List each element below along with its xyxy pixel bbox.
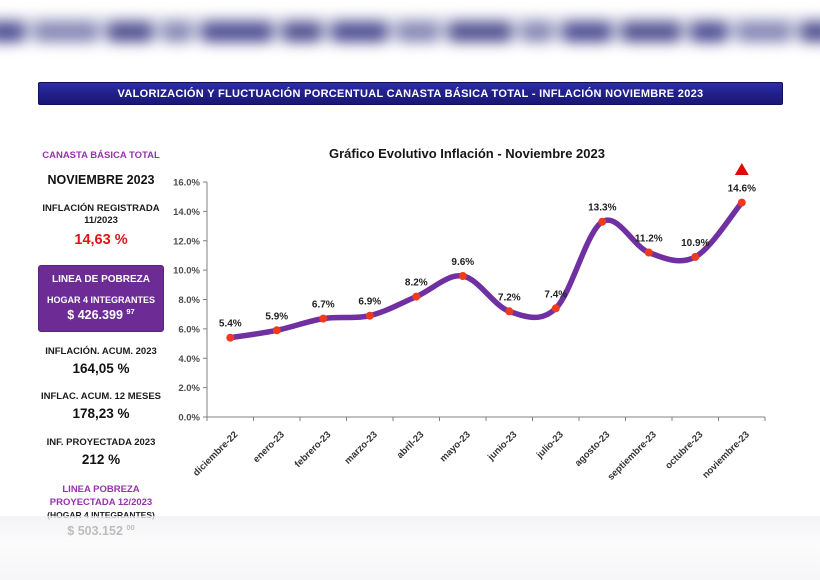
acum-2023-value: 164,05 % — [72, 360, 130, 376]
svg-text:13.3%: 13.3% — [588, 203, 616, 214]
svg-text:agosto-23: agosto-23 — [573, 429, 613, 469]
poverty-line-amount-cents: 97 — [126, 307, 135, 316]
svg-text:septiembre-23: septiembre-23 — [606, 429, 659, 482]
poverty-projected-label: LINEA POBREZA PROYECTADA 12/2023 — [49, 483, 153, 509]
svg-text:7.4%: 7.4% — [544, 289, 567, 300]
inflation-line-chart: 0.0% 2.0% 4.0% 6.0% 8.0% 10.0% 12.0% 14.0% 16.0%… — [173, 163, 766, 483]
svg-text:noviembre-23: noviembre-23 — [700, 429, 751, 480]
poverty-line-subtitle: HOGAR 4 INTEGRANTES — [46, 294, 155, 305]
svg-text:octubre-23: octubre-23 — [663, 429, 705, 471]
svg-text:0.0%: 0.0% — [178, 413, 200, 424]
svg-text:8.2%: 8.2% — [405, 278, 428, 289]
svg-text:4.0%: 4.0% — [178, 354, 200, 365]
acum-2023-label: INFLACIÓN. ACUM. 2023 — [45, 345, 157, 357]
svg-text:5.4%: 5.4% — [219, 319, 242, 330]
svg-text:16.0%: 16.0% — [173, 178, 200, 189]
svg-text:febrero-23: febrero-23 — [293, 429, 334, 470]
svg-text:mayo-23: mayo-23 — [438, 429, 473, 464]
svg-text:2.0%: 2.0% — [178, 383, 200, 394]
svg-text:abril-23: abril-23 — [395, 429, 427, 461]
svg-text:junio-23: junio-23 — [485, 429, 519, 463]
poverty-projected-household: (HOGAR 4 INTEGRANTES) — [38, 510, 164, 521]
poverty-line-amount: $ 426.399 97 — [67, 307, 135, 323]
svg-text:7.2%: 7.2% — [498, 292, 521, 303]
stats-sidebar: CANASTA BÁSICA TOTAL NOVIEMBRE 2023 INFL… — [38, 150, 164, 540]
svg-text:8.0%: 8.0% — [178, 295, 200, 306]
svg-text:diciembre-22: diciembre-22 — [191, 429, 240, 478]
svg-text:julio-23: julio-23 — [534, 429, 566, 461]
bottom-margin — [0, 516, 820, 580]
month-label: NOVIEMBRE 2023 — [47, 172, 155, 187]
chart-title: Gráfico Evolutivo Inflación - Noviembre … — [329, 146, 605, 161]
svg-text:enero-23: enero-23 — [251, 429, 287, 465]
registered-inflation-label: INFLACIÓN REGISTRADA 11/2023 — [42, 202, 160, 227]
blurred-toolbar-items — [0, 23, 820, 41]
svg-text:10.9%: 10.9% — [681, 238, 709, 249]
projected-inflation-value: 212 % — [81, 451, 121, 467]
svg-text:6.9%: 6.9% — [358, 297, 381, 308]
svg-text:10.0%: 10.0% — [173, 266, 200, 277]
poverty-line-box: LINEA DE POBREZA HOGAR 4 INTEGRANTES $ 4… — [38, 265, 164, 332]
registered-inflation-value: 14,63 % — [74, 232, 128, 249]
poverty-line-title: LINEA DE POBREZA — [52, 274, 150, 286]
report-title-banner: VALORIZACIÓN Y FLUCTUACIÓN PORCENTUAL CA… — [38, 82, 783, 105]
svg-text:11.2%: 11.2% — [635, 234, 663, 245]
svg-text:9.6%: 9.6% — [451, 257, 474, 268]
blurred-toolbar — [0, 8, 820, 54]
svg-text:6.7%: 6.7% — [312, 300, 335, 311]
svg-text:5.9%: 5.9% — [265, 311, 288, 322]
chart-panel: 0.0% 2.0% 4.0% 6.0% 8.0% 10.0% 12.0% 14.0% 16.0%… — [165, 138, 797, 520]
report-title: VALORIZACIÓN Y FLUCTUACIÓN PORCENTUAL CA… — [117, 87, 704, 100]
svg-text:12.0%: 12.0% — [173, 236, 200, 247]
svg-text:14.6%: 14.6% — [728, 184, 756, 195]
svg-text:6.0%: 6.0% — [178, 324, 200, 335]
svg-text:14.0%: 14.0% — [173, 207, 200, 218]
basket-total-label: CANASTA BÁSICA TOTAL — [42, 150, 160, 161]
svg-text:marzo-23: marzo-23 — [343, 429, 380, 466]
acum-12m-value: 178,23 % — [72, 406, 130, 422]
projected-inflation-label: INF. PROYECTADA 2023 — [46, 437, 156, 449]
acum-12m-label: INFLAC. ACUM. 12 MESES — [41, 391, 161, 403]
